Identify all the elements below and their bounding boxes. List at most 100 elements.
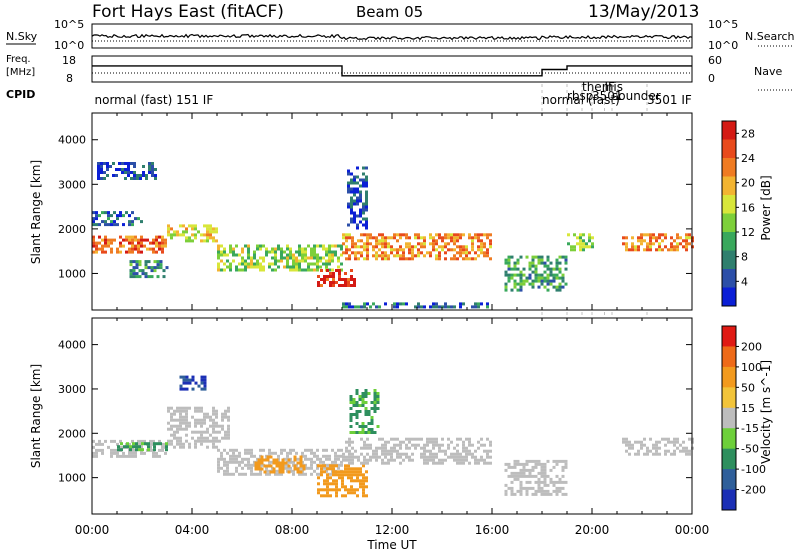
echo-band-10 [567, 233, 594, 252]
power-ylabel: Slant Range [km] [29, 160, 43, 264]
colorbar-swatch-3 [722, 176, 736, 196]
nsky-trace [91, 33, 693, 41]
plot-title: Fort Hays East (fitACF) [92, 2, 284, 22]
freq-label-line2: [MHz] [6, 67, 35, 78]
velocity-echoes [92, 375, 694, 498]
colorbar-swatch-4 [722, 195, 736, 214]
nsearch-label: N.Search [745, 30, 795, 43]
colorbar-swatch-0 [722, 326, 736, 347]
colorbar-swatch-6 [722, 232, 736, 251]
x-tick-label-0: 00:00 [75, 523, 110, 537]
colorbar-swatch-5 [722, 213, 736, 233]
y-tick-label-2: 3000 [58, 383, 86, 396]
cpid-entry-7: 3501 IF [647, 93, 692, 107]
velocity-x-ticks: 00:00 04:00 08:00 12:00 16:00 20:00 00:00 [75, 523, 710, 537]
cpid-entries: normal (fast) 151 IF normal (fast)rbspthe… [95, 80, 692, 514]
colorbar-tick-1: 8 [741, 251, 748, 264]
colorbar-swatch-1 [722, 139, 736, 159]
x-tick-label-2: 08:00 [275, 523, 310, 537]
nsearch-tick-top: 10^5 [708, 18, 738, 31]
x-axis-label: Time UT [366, 538, 417, 552]
echo-band-8 [349, 389, 380, 434]
velocity-colorbar: 200 100 50 15 -15 -50 -100 -200 [721, 325, 766, 511]
echo-band-7 [342, 437, 492, 465]
echo-band-1 [167, 224, 218, 243]
echo-band-0 [92, 235, 167, 254]
colorbar-swatch-3 [722, 387, 736, 409]
colorbar-tick-3: 16 [741, 201, 755, 214]
x-tick-label-4: 16:00 [475, 523, 510, 537]
colorbar-tick-3: 15 [741, 402, 755, 415]
velocity-ylabel: Slant Range [km] [29, 364, 43, 468]
colorbar-swatch-8 [722, 269, 736, 288]
colorbar-swatch-7 [722, 250, 736, 270]
colorbar-swatch-6 [722, 448, 736, 470]
x-tick-label-1: 04:00 [175, 523, 210, 537]
y-tick-label-1: 2000 [58, 427, 86, 440]
y-tick-label-3: 4000 [58, 134, 86, 147]
velocity-panel: 1000 2000 3000 4000 00:00 04:00 08:00 12:00 16:… [58, 317, 710, 537]
colorbar-tick-0: 200 [741, 340, 762, 353]
cpid-entry-0: normal (fast) 151 IF [95, 93, 214, 107]
freq-tick-bottom: 8 [66, 72, 73, 85]
y-tick-label-0: 1000 [58, 472, 86, 485]
colorbar-swatch-4 [722, 407, 736, 429]
colorbar-tick-2: 12 [741, 226, 755, 239]
colorbar-tick-2: 50 [741, 381, 755, 394]
freq-label-line1: Freq. [6, 54, 31, 65]
y-tick-label-0: 1000 [58, 267, 86, 280]
colorbar-tick-0: 4 [741, 275, 748, 288]
echo-band-3 [117, 442, 168, 452]
echo-band-6 [317, 269, 356, 287]
cpid-entry-4: 3501 [592, 89, 623, 103]
echo-band-4 [129, 260, 169, 279]
date-label: 13/May/2013 [588, 2, 700, 22]
freq-panel [91, 55, 693, 83]
y-tick-label-2: 3000 [58, 178, 86, 191]
echo-band-9 [504, 459, 568, 496]
cpid-entry-1: normal (fast) [542, 93, 620, 107]
colorbar-swatch-0 [722, 121, 736, 140]
echo-band-6 [317, 464, 368, 498]
colorbar-swatch-1 [722, 346, 736, 368]
colorbar-tick-4: -15 [741, 422, 759, 435]
echo-band-9 [504, 255, 568, 292]
freq-trace [92, 65, 692, 77]
nave-tick-bottom: 0 [708, 72, 715, 85]
nsky-tick-bottom: 10^0 [54, 39, 84, 52]
power-echoes [92, 162, 694, 309]
nsearch-tick-bottom: 10^0 [708, 39, 738, 52]
colorbar-tick-6: -100 [741, 463, 766, 476]
nave-label: Nave [754, 65, 782, 78]
colorbar-tick-5: -50 [741, 443, 759, 456]
x-tick-label-6: 00:00 [675, 523, 710, 537]
nsky-label: N.Sky [6, 30, 38, 43]
cpid-entry-6: sounder [612, 89, 661, 103]
velocity-y-ticks: 1000 2000 3000 4000 [58, 318, 693, 514]
freq-tick-top: 18 [62, 54, 76, 67]
power-colorbar: 4 8 12 16 20 24 28 [721, 120, 755, 307]
colorbar-tick-7: -200 [741, 484, 766, 497]
power-y-ticks: 1000 2000 3000 4000 [58, 113, 693, 310]
colorbar-swatch-8 [722, 489, 736, 511]
echo-band-1 [167, 406, 230, 449]
colorbar-tick-1: 100 [741, 361, 762, 374]
y-tick-label-3: 4000 [58, 339, 86, 352]
echo-band-3 [97, 162, 157, 180]
cpid-label: CPID [6, 88, 35, 101]
colorbar-tick-5: 24 [741, 152, 755, 165]
echo-band-5 [217, 244, 343, 272]
colorbar-swatch-7 [722, 469, 736, 491]
colorbar-swatch-2 [722, 158, 736, 177]
echo-band-2 [179, 375, 207, 391]
nave-tick-top: 60 [708, 54, 722, 67]
echo-band-5 [254, 455, 306, 474]
power-colorbar-label: Power [dB] [759, 175, 773, 240]
nsky-panel [91, 23, 693, 49]
colorbar-tick-6: 28 [741, 127, 755, 140]
y-tick-label-1: 2000 [58, 223, 86, 236]
cpid-entry-5: IF [605, 80, 616, 94]
colorbar-swatch-2 [722, 366, 736, 388]
nsky-tick-top: 10^5 [54, 18, 84, 31]
